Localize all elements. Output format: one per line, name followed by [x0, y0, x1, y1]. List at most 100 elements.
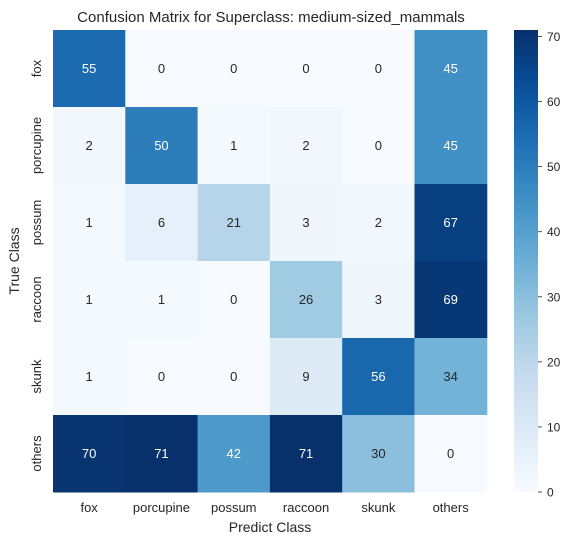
cell-value-label: 1 — [86, 215, 93, 230]
heatmap-cell — [53, 261, 126, 339]
heatmap-cell — [197, 30, 271, 108]
cell-value-label: 0 — [447, 446, 454, 461]
cell-value-label: 30 — [371, 446, 385, 461]
cell-value-label: 1 — [230, 138, 237, 153]
heatmap-cell — [125, 415, 199, 493]
cell-value-label: 50 — [154, 138, 168, 153]
cell-value-label: 0 — [230, 292, 237, 307]
cell-value-label: 42 — [227, 446, 241, 461]
heatmap-cell — [269, 184, 343, 262]
heatmap-cell — [53, 184, 126, 262]
x-tick-labels: fox porcupine possum raccoon skunk others — [80, 500, 469, 515]
colorbar-tick-label: 10 — [547, 420, 561, 434]
colorbar-tick-label: 20 — [547, 355, 561, 369]
cell-value-label: 69 — [443, 292, 457, 307]
heatmap-cell — [342, 184, 415, 262]
y-tick-label: raccoon — [29, 276, 44, 322]
heatmap-cell — [414, 184, 488, 262]
heatmap-cell — [342, 415, 415, 493]
colorbar-tick-label: 30 — [547, 290, 561, 304]
heatmap-cell — [269, 30, 343, 108]
x-tick-label: raccoon — [283, 500, 329, 515]
colorbar-tick-label: 60 — [547, 95, 561, 109]
cell-value-label: 0 — [158, 369, 165, 384]
y-tick-label: skunk — [29, 359, 44, 393]
x-tick-label: skunk — [361, 500, 395, 515]
y-tick-label: possum — [29, 200, 44, 246]
cell-value-label: 45 — [443, 138, 457, 153]
x-tick-label: possum — [211, 500, 257, 515]
cell-value-label: 21 — [227, 215, 241, 230]
y-axis-label: True Class — [6, 227, 22, 294]
colorbar — [514, 30, 538, 492]
heatmap-cell — [197, 261, 271, 339]
heatmap-cell — [414, 30, 488, 108]
y-tick-label: porcupine — [29, 117, 44, 174]
cell-value-label: 55 — [82, 61, 96, 76]
heatmap-cell — [342, 30, 415, 108]
cell-value-label: 34 — [443, 369, 457, 384]
heatmap-cell — [342, 338, 415, 416]
cell-value-label: 0 — [158, 61, 165, 76]
cell-value-label: 67 — [443, 215, 457, 230]
cell-value-label: 1 — [86, 292, 93, 307]
heatmap-cell — [414, 261, 488, 339]
cell-value-label: 0 — [230, 61, 237, 76]
cell-value-label: 1 — [158, 292, 165, 307]
cell-value-label: 2 — [302, 138, 309, 153]
heatmap-cell — [53, 30, 126, 108]
x-tick-label: porcupine — [133, 500, 190, 515]
cell-value-label: 2 — [86, 138, 93, 153]
y-tick-label: fox — [29, 59, 44, 77]
heatmap-cell — [197, 338, 271, 416]
heatmap-cell — [197, 184, 271, 262]
heatmap-cell — [125, 338, 199, 416]
x-axis-label: Predict Class — [229, 519, 311, 535]
colorbar-tick-label: 50 — [547, 160, 561, 174]
cell-value-label: 2 — [375, 215, 382, 230]
cell-value-label: 3 — [302, 215, 309, 230]
heatmap-cell — [414, 338, 488, 416]
cell-value-label: 45 — [443, 61, 457, 76]
cell-value-label: 0 — [375, 138, 382, 153]
y-tick-label: others — [29, 435, 44, 472]
heatmap-cell — [342, 107, 415, 185]
cell-value-label: 6 — [158, 215, 165, 230]
colorbar-ticks: 0 10 20 30 40 50 60 70 — [538, 30, 561, 500]
heatmap-cell — [53, 107, 126, 185]
heatmap-cell — [125, 107, 199, 185]
heatmap-cell — [125, 261, 199, 339]
cell-value-label: 71 — [154, 446, 168, 461]
heatmap-cell — [125, 30, 199, 108]
cell-value-label: 26 — [299, 292, 313, 307]
heatmap-cell — [125, 184, 199, 262]
cell-value-label: 1 — [86, 369, 93, 384]
x-tick-label: others — [433, 500, 470, 515]
heatmap-cell — [269, 261, 343, 339]
heatmap-cell — [197, 415, 271, 493]
heatmap-cell — [342, 261, 415, 339]
cell-value-label: 3 — [375, 292, 382, 307]
cell-value-label: 0 — [230, 369, 237, 384]
heatmap-cell — [197, 107, 271, 185]
heatmap-cell — [53, 415, 126, 493]
y-tick-labels: fox porcupine possum raccoon skunk others — [29, 59, 44, 471]
heatmap-cell — [269, 107, 343, 185]
heatmap-cell — [53, 338, 126, 416]
x-tick-label: fox — [80, 500, 98, 515]
cell-value-label: 56 — [371, 369, 385, 384]
colorbar-tick-label: 0 — [547, 486, 554, 500]
cell-value-label: 0 — [302, 61, 309, 76]
colorbar-tick-label: 70 — [547, 30, 561, 44]
colorbar-tick-label: 40 — [547, 225, 561, 239]
heatmap-cell — [269, 415, 343, 493]
cell-value-label: 71 — [299, 446, 313, 461]
cell-value-label: 0 — [375, 61, 382, 76]
heatmap-cell — [269, 338, 343, 416]
cell-value-label: 70 — [82, 446, 96, 461]
heatmap-cell — [414, 107, 488, 185]
heatmap-cell — [414, 415, 488, 493]
cell-value-label: 9 — [302, 369, 309, 384]
